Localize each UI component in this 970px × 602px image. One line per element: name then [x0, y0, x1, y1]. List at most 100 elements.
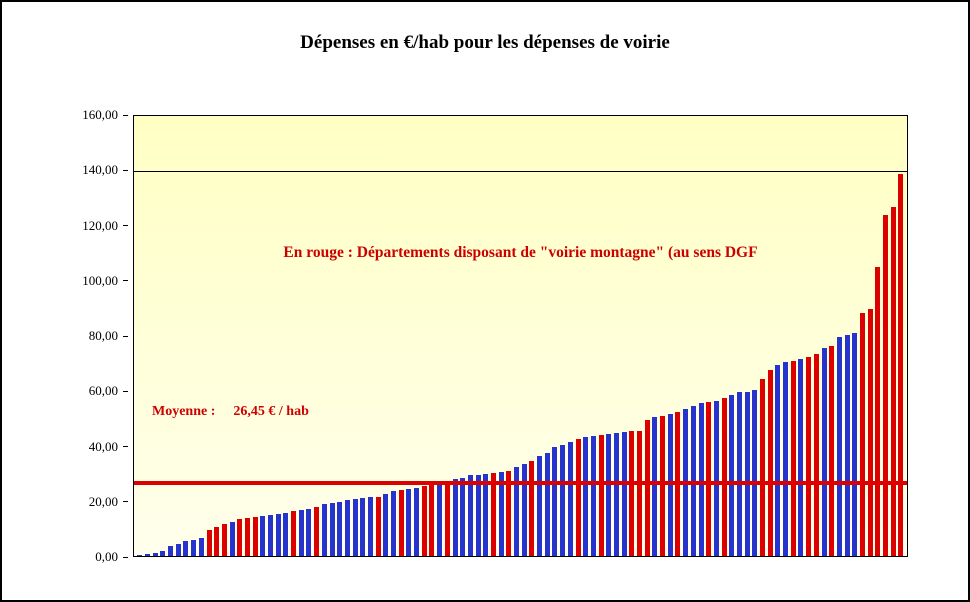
bar-slot [290, 116, 298, 556]
bar-normal [160, 550, 166, 556]
bar-normal [744, 391, 750, 556]
bar-slot [720, 116, 728, 556]
bar-slot [713, 116, 721, 556]
bar-voirie-montagne [237, 518, 243, 556]
bar-slot [882, 116, 890, 556]
y-tick-mark [123, 501, 128, 503]
annotation-voirie-montagne: En rouge : Départements disposant de "vo… [283, 243, 758, 261]
bar-voirie-montagne [644, 419, 650, 556]
bar-normal [752, 390, 758, 556]
bar-slot [305, 116, 313, 556]
bar-slot [428, 116, 436, 556]
bar-slot [782, 116, 790, 556]
bar-normal [552, 447, 558, 556]
bar-slot [520, 116, 528, 556]
bar-normal [183, 540, 189, 556]
bar-normal [514, 466, 520, 556]
bar-slot [205, 116, 213, 556]
bar-slot [866, 116, 874, 556]
bar-slot [543, 116, 551, 556]
bar-voirie-montagne [806, 356, 812, 556]
bar-slot [313, 116, 321, 556]
bar-normal [414, 487, 420, 556]
bar-normal [298, 510, 304, 556]
bar-voirie-montagne [429, 485, 435, 556]
bar-normal [483, 473, 489, 556]
bar-slot [751, 116, 759, 556]
y-tick-mark [123, 114, 128, 116]
bar-slot [213, 116, 221, 556]
bar-voirie-montagne [598, 435, 604, 556]
bar-slot [182, 116, 190, 556]
y-tick-mark [123, 390, 128, 392]
bar-normal [329, 502, 335, 556]
bar-slot [382, 116, 390, 556]
bar-slot [259, 116, 267, 556]
bar-normal [836, 337, 842, 556]
bar-normal [736, 392, 742, 556]
bar-slot [159, 116, 167, 556]
bar-slot [198, 116, 206, 556]
bar-normal [475, 474, 481, 556]
bar-slot [843, 116, 851, 556]
bar-normal [729, 395, 735, 556]
bar-normal [367, 497, 373, 556]
bar-voirie-montagne [529, 461, 535, 556]
bar-slot [759, 116, 767, 556]
bar-voirie-montagne [706, 402, 712, 556]
bar-voirie-montagne [221, 524, 227, 556]
y-tick-mark [123, 335, 128, 337]
bar-slot [482, 116, 490, 556]
bar-normal [521, 463, 527, 556]
bar-slot [682, 116, 690, 556]
bar-voirie-montagne [637, 430, 643, 556]
bar-slot [574, 116, 582, 556]
bar-voirie-montagne [206, 529, 212, 556]
bar-normal [798, 359, 804, 556]
bar-normal [321, 503, 327, 556]
bar-slot [221, 116, 229, 556]
bar-normal [352, 499, 358, 556]
bar-voirie-montagne [490, 472, 496, 556]
bar-voirie-montagne [314, 506, 320, 556]
bar-normal [344, 500, 350, 556]
bar-slot [167, 116, 175, 556]
bar-slot [551, 116, 559, 556]
bar-slot [282, 116, 290, 556]
bar-slot [859, 116, 867, 556]
y-tick-mark [123, 169, 128, 171]
y-tick-label: 140,00 [82, 162, 118, 178]
y-tick-label: 120,00 [82, 217, 118, 233]
bar-slot [805, 116, 813, 556]
bar-voirie-montagne [760, 378, 766, 556]
bar-slot [151, 116, 159, 556]
bar-normal [198, 538, 204, 556]
bar-normal [583, 436, 589, 556]
bar-slot [797, 116, 805, 556]
bar-voirie-montagne [890, 206, 896, 556]
bar-normal [606, 434, 612, 556]
bar-slot [190, 116, 198, 556]
bar-normal [621, 432, 627, 556]
bar-slot [420, 116, 428, 556]
mean-label: Moyenne : 26,45 € / hab [152, 404, 309, 420]
bar-slot [582, 116, 590, 556]
bar-normal [406, 488, 412, 556]
bar-normal [713, 400, 719, 556]
bar-slot [228, 116, 236, 556]
y-tick-mark [123, 556, 128, 558]
bar-voirie-montagne [575, 439, 581, 556]
bar-slot [651, 116, 659, 556]
bar-slot [874, 116, 882, 556]
bar-slot [413, 116, 421, 556]
mean-label-text: Moyenne : [152, 404, 216, 420]
bar-voirie-montagne [291, 511, 297, 556]
mean-value-text: 26,45 € / hab [233, 404, 309, 420]
bar-voirie-montagne [813, 353, 819, 556]
bar-slot [636, 116, 644, 556]
bar-slot [743, 116, 751, 556]
bar-voirie-montagne [867, 308, 873, 556]
bar-voirie-montagne [444, 480, 450, 556]
bar-normal [775, 364, 781, 556]
bar-normal [275, 513, 281, 556]
